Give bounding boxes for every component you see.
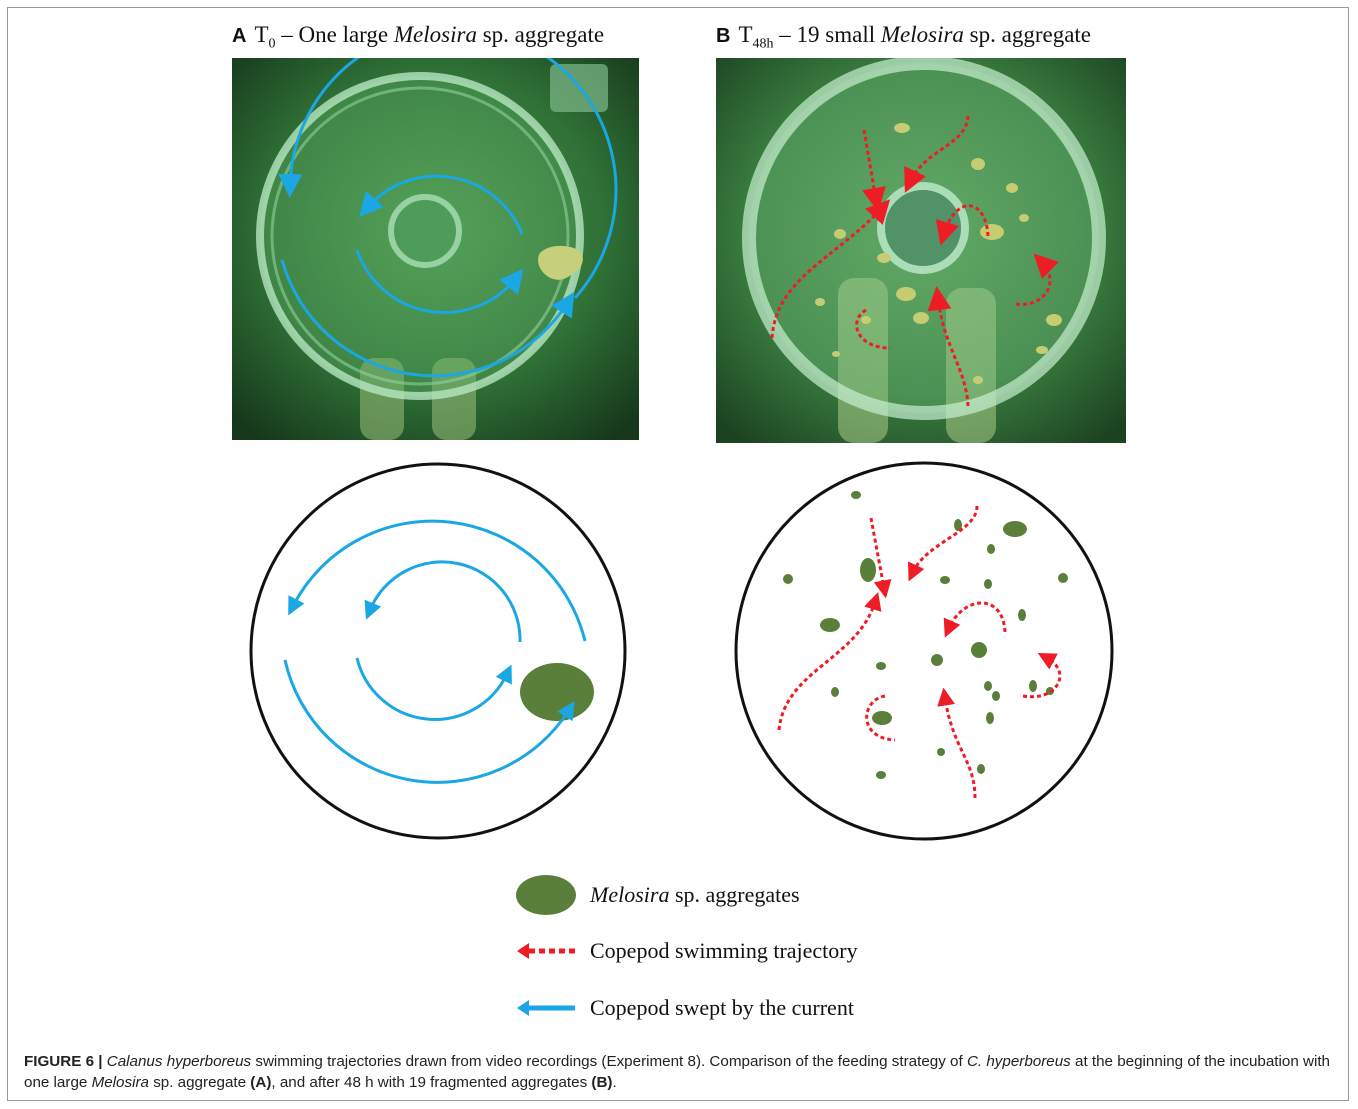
caption-ref-b: (B) (591, 1074, 613, 1091)
caption-ref-a: (A) (250, 1074, 272, 1091)
panel-b-title-pre: – 19 small (773, 22, 881, 47)
panel-b-time: T (738, 22, 753, 47)
panel-b-letter: B (716, 25, 731, 47)
legend-current-label: Copepod swept by the current (590, 995, 854, 1020)
panel-a-time-sub: 0 (268, 36, 276, 52)
large-aggregate (520, 663, 594, 721)
panel-b-photo (716, 58, 1126, 443)
caption-text-5: . (612, 1074, 617, 1091)
figure-caption: FIGURE 6 | Calanus hyperboreus swimming … (24, 1051, 1334, 1093)
panel-a-photo (232, 58, 639, 440)
caption-label: FIGURE 6 | (24, 1053, 103, 1070)
panel-a-letter: A (232, 25, 247, 47)
caption-text-2: at the beginning of the incubation with … (24, 1053, 1330, 1091)
panel-b-title-genus: Melosira (880, 22, 964, 47)
legend-aggregates-label: Melosira sp. aggregates (590, 882, 800, 908)
panel-b-schematic (734, 461, 1114, 841)
caption-text-3: sp. aggregate (148, 1074, 251, 1091)
panel-b-title: B T48h – 19 small Melosira sp. aggregate (716, 22, 1091, 53)
legend-trajectory-label: Copepod swimming trajectory (590, 938, 858, 963)
panel-a-title-genus: Melosira (393, 22, 477, 47)
figure-frame (7, 7, 1349, 1101)
legend-trajectory: Copepod swimming trajectory (515, 938, 858, 964)
legend-aggregates-rest: sp. aggregates (669, 882, 800, 907)
panel-b-title-post: sp. aggregate (963, 22, 1092, 47)
panel-b-time-sub: 48h (752, 36, 774, 52)
caption-species: Calanus hyperboreus (106, 1053, 252, 1070)
legend-current-swatch (517, 1000, 575, 1016)
panel-a-schematic (249, 462, 627, 840)
legend-aggregate-swatch (516, 875, 576, 915)
legend-current: Copepod swept by the current (515, 995, 854, 1021)
dish-outline-b (734, 461, 1114, 841)
panel-a-title: A T0 – One large Melosira sp. aggregate (232, 22, 604, 53)
caption-text-4: , and after 48 h with 19 fragmented aggr… (271, 1074, 592, 1091)
legend-aggregates: Melosira sp. aggregates (515, 874, 800, 916)
caption-text-1: swimming trajectories drawn from video r… (251, 1053, 967, 1070)
panel-a-title-post: sp. aggregate (476, 22, 605, 47)
panel-a-time: T (254, 22, 269, 47)
caption-species-abbrev: C. hyperboreus (966, 1053, 1071, 1070)
caption-genus: Melosira (91, 1074, 149, 1091)
panel-a-title-pre: – One large (275, 22, 394, 47)
legend-trajectory-swatch (517, 943, 575, 959)
legend-aggregates-genus: Melosira (590, 882, 670, 907)
